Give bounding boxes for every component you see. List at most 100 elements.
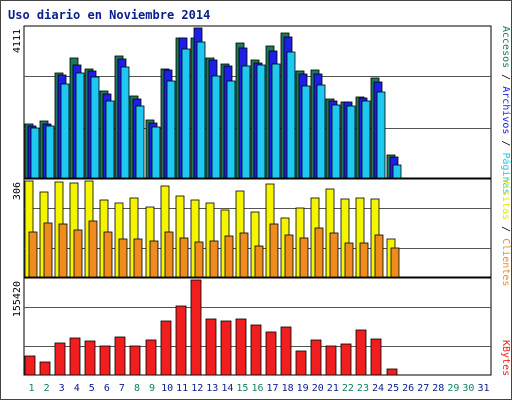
legend-accesos: Accesos	[500, 26, 511, 68]
day-label-12: 12	[191, 383, 203, 394]
legend-kbytes: KBytes	[500, 340, 511, 376]
legend-separator: /	[500, 134, 511, 152]
bar-clientes-day-22	[344, 242, 354, 278]
day-label-26: 26	[402, 383, 414, 394]
bar-clientes-day-4	[73, 229, 83, 278]
legend-clientes: Clientes	[500, 238, 511, 286]
bar-pginas-day-7	[120, 66, 130, 179]
day-label-5: 5	[89, 383, 95, 394]
bar-kbytes-day-23	[355, 329, 367, 376]
day-label-4: 4	[74, 383, 80, 394]
right-legend-panel-1: Accesos / Archivos / Páginas	[500, 26, 512, 195]
bar-clientes-day-11	[179, 237, 189, 278]
bar-clientes-day-23	[359, 242, 369, 278]
day-label-25: 25	[387, 383, 399, 394]
day-label-7: 7	[119, 383, 125, 394]
bar-pginas-day-23	[361, 100, 371, 179]
day-label-28: 28	[432, 383, 444, 394]
bar-clientes-day-14	[224, 235, 234, 278]
day-label-1: 1	[29, 383, 35, 394]
bar-pginas-day-10	[166, 80, 176, 179]
bar-pginas-day-17	[271, 63, 281, 179]
bar-kbytes-day-13	[205, 318, 217, 376]
bar-kbytes-day-17	[265, 331, 277, 376]
bar-kbytes-day-25	[386, 368, 398, 376]
bar-clientes-day-16	[254, 245, 264, 278]
day-label-24: 24	[372, 383, 384, 394]
right-legend-panel-3: KBytes	[500, 340, 511, 376]
bar-clientes-day-18	[284, 234, 294, 278]
day-label-22: 22	[342, 383, 354, 394]
bar-kbytes-day-1	[24, 355, 36, 376]
bar-kbytes-day-5	[84, 340, 96, 376]
bar-kbytes-day-10	[160, 320, 172, 376]
bar-kbytes-day-24	[370, 338, 382, 376]
day-label-30: 30	[462, 383, 474, 394]
bar-pginas-day-21	[331, 104, 341, 179]
bar-pginas-day-9	[151, 126, 161, 179]
bar-pginas-day-5	[90, 76, 100, 179]
bar-kbytes-day-2	[39, 361, 51, 376]
right-legend-panel-2: Visitas / Clientes	[500, 178, 511, 286]
bar-kbytes-day-7	[114, 336, 126, 376]
day-label-31: 31	[477, 383, 489, 394]
bar-pginas-day-11	[181, 48, 191, 179]
bar-clientes-day-17	[269, 223, 279, 278]
bar-pginas-day-13	[211, 75, 221, 179]
bar-clientes-day-12	[194, 241, 204, 278]
legend-separator: /	[500, 220, 511, 238]
bar-clientes-day-2	[43, 222, 53, 278]
bar-clientes-day-10	[164, 231, 174, 278]
day-label-29: 29	[447, 383, 459, 394]
y-max-label-panel-2: 306	[12, 182, 23, 200]
day-label-18: 18	[282, 383, 294, 394]
day-label-23: 23	[357, 383, 369, 394]
bar-clientes-day-15	[239, 232, 249, 278]
bar-pginas-day-20	[316, 84, 326, 179]
bar-pginas-day-18	[286, 51, 296, 179]
bar-pginas-day-14	[226, 80, 236, 179]
day-label-3: 3	[59, 383, 65, 394]
bar-pginas-day-8	[135, 105, 145, 179]
day-label-10: 10	[161, 383, 173, 394]
bar-kbytes-day-22	[340, 343, 352, 376]
bar-clientes-day-5	[88, 220, 98, 278]
bar-clientes-day-3	[58, 223, 68, 278]
bar-clientes-day-1	[28, 231, 38, 278]
bar-pginas-day-16	[256, 64, 266, 179]
day-label-16: 16	[251, 383, 263, 394]
bar-kbytes-day-15	[235, 318, 247, 376]
bar-kbytes-day-12	[190, 279, 202, 376]
bar-kbytes-day-14	[220, 320, 232, 376]
bar-clientes-day-7	[118, 238, 128, 278]
bar-kbytes-day-19	[295, 350, 307, 376]
bar-clientes-day-9	[149, 240, 159, 278]
bar-kbytes-day-21	[325, 345, 337, 376]
y-max-label-panel-1: 4111	[12, 29, 23, 53]
bar-pginas-day-25	[392, 164, 402, 179]
bar-clientes-day-8	[133, 238, 143, 278]
bar-clientes-day-24	[374, 234, 384, 278]
bar-pginas-day-3	[60, 83, 70, 179]
bar-kbytes-day-9	[145, 339, 157, 376]
day-label-19: 19	[297, 383, 309, 394]
bar-pginas-day-1	[30, 127, 40, 179]
bar-kbytes-day-3	[54, 342, 66, 376]
bar-kbytes-day-11	[175, 305, 187, 376]
bar-clientes-day-6	[103, 231, 113, 278]
bar-kbytes-day-18	[280, 326, 292, 376]
legend-archivos: Archivos	[500, 86, 511, 134]
day-label-13: 13	[206, 383, 218, 394]
bar-pginas-day-19	[301, 85, 311, 179]
day-label-9: 9	[149, 383, 155, 394]
bar-pginas-day-2	[45, 125, 55, 179]
bar-kbytes-day-6	[99, 345, 111, 376]
chart-title: Uso diario en Noviembre 2014	[8, 8, 210, 22]
legend-pginas: Páginas	[500, 152, 512, 194]
bar-kbytes-day-16	[250, 324, 262, 376]
bar-clientes-day-13	[209, 240, 219, 278]
day-label-14: 14	[221, 383, 233, 394]
legend-separator: /	[500, 68, 511, 86]
bar-clientes-day-25	[390, 247, 400, 278]
bar-pginas-day-12	[196, 41, 206, 179]
